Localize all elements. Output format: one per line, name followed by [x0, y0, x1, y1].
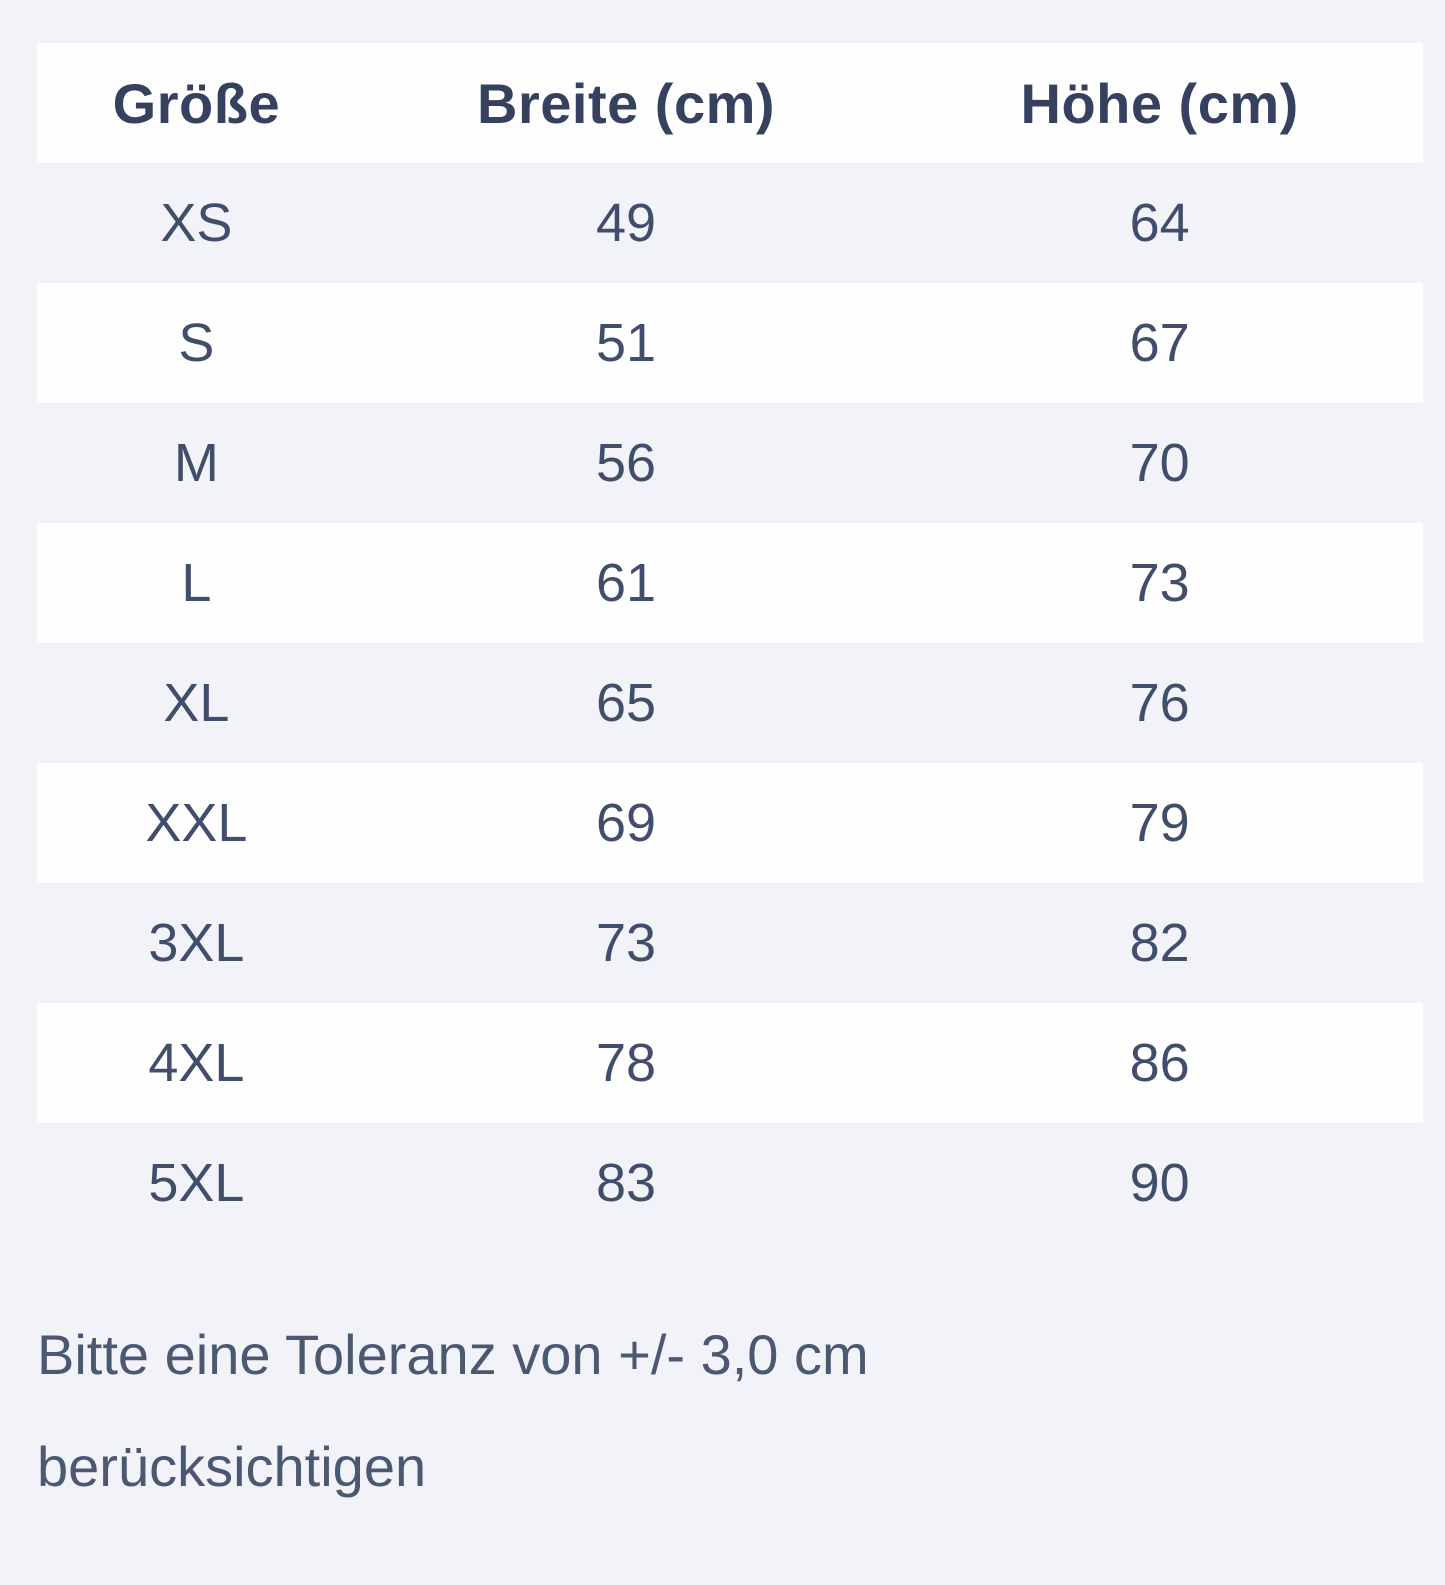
width-cell: 56	[595, 433, 657, 493]
table-row: 4XL 78 86	[37, 1003, 1423, 1123]
tolerance-note-line2: berücksichtigen	[37, 1435, 427, 1498]
height-cell: 73	[1129, 553, 1190, 613]
table-row: L 61 73	[37, 523, 1423, 643]
size-cell: XS	[160, 193, 233, 253]
column-header-height: Höhe (cm)	[1020, 71, 1299, 135]
width-cell: 69	[595, 793, 657, 853]
size-cell: S	[178, 313, 215, 373]
table-row: M 56 70	[37, 403, 1423, 523]
width-cell: 83	[595, 1153, 657, 1213]
size-cell: M	[173, 433, 219, 493]
size-table-head: Größe Breite (cm) Höhe (cm)	[37, 43, 1423, 163]
height-cell: 79	[1129, 793, 1190, 853]
width-cell: 49	[595, 193, 657, 253]
size-cell: XXL	[145, 793, 248, 853]
size-cell: 5XL	[148, 1153, 245, 1213]
table-row: S 51 67	[37, 283, 1423, 403]
tolerance-note-line1: Bitte eine Toleranz von +/- 3,0 cm	[37, 1323, 869, 1386]
size-cell: 3XL	[148, 913, 245, 973]
width-cell: 65	[595, 673, 657, 733]
header-row: Größe Breite (cm) Höhe (cm)	[37, 43, 1423, 163]
size-table-body: XS 49 64 S 51 67 M 56 70 L 61 73 XL 65 76 XXL 69 79 3XL 73 8…	[37, 163, 1423, 1243]
height-cell: 70	[1129, 433, 1190, 493]
height-cell: 82	[1129, 913, 1190, 973]
width-cell: 78	[595, 1033, 657, 1093]
column-header-width: Breite (cm)	[477, 71, 776, 135]
table-row: 5XL 83 90	[37, 1123, 1423, 1243]
size-table: Größe Breite (cm) Höhe (cm) XS 49 64 S 51 67 M…	[37, 43, 1423, 1243]
size-cell: XL	[163, 673, 230, 733]
height-cell: 64	[1129, 193, 1190, 253]
height-cell: 76	[1129, 673, 1190, 733]
width-cell: 61	[595, 553, 657, 613]
size-cell: L	[181, 553, 212, 613]
table-row: XL 65 76	[37, 643, 1423, 763]
width-cell: 51	[595, 313, 657, 373]
table-row: XS 49 64	[37, 163, 1423, 283]
tolerance-note: Bitte eine Toleranz von +/- 3,0 cm berüc…	[37, 1299, 1377, 1523]
height-cell: 67	[1129, 313, 1190, 373]
size-chart-page: Größe Breite (cm) Höhe (cm) XS 49 64 S 51 67 M…	[37, 43, 1423, 1523]
width-cell: 73	[595, 913, 657, 973]
height-cell: 90	[1129, 1153, 1190, 1213]
table-row: 3XL 73 82	[37, 883, 1423, 1003]
height-cell: 86	[1129, 1033, 1190, 1093]
column-header-size: Größe	[112, 71, 281, 135]
table-row: XXL 69 79	[37, 763, 1423, 883]
size-cell: 4XL	[148, 1033, 245, 1093]
